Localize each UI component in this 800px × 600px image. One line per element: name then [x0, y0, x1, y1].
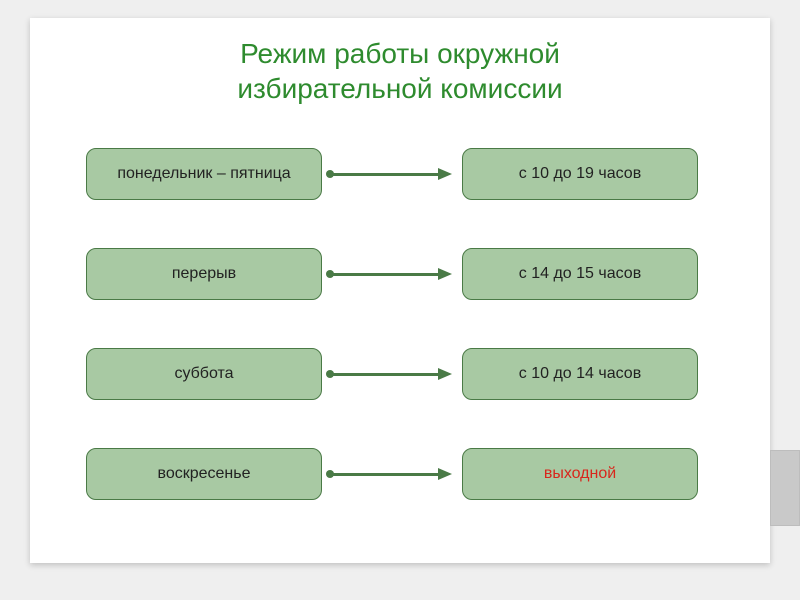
day-box: понедельник – пятница [86, 148, 322, 200]
title-line-2: избирательной комиссии [237, 73, 562, 104]
hours-box: выходной [462, 448, 698, 500]
slide-title: Режим работы окружной избирательной коми… [30, 18, 770, 106]
day-label: воскресенье [158, 465, 251, 483]
hours-box: с 10 до 19 часов [462, 148, 698, 200]
schedule-rows: понедельник – пятница с 10 до 19 часов п… [30, 148, 770, 548]
day-box: суббота [86, 348, 322, 400]
hours-label: с 10 до 14 часов [519, 365, 641, 383]
schedule-row: понедельник – пятница с 10 до 19 часов [30, 148, 770, 204]
day-label: перерыв [172, 265, 236, 283]
schedule-row: воскресенье выходной [30, 448, 770, 504]
day-label: понедельник – пятница [117, 165, 290, 183]
schedule-row: перерыв с 14 до 15 часов [30, 248, 770, 304]
day-box: перерыв [86, 248, 322, 300]
day-label: суббота [174, 365, 233, 383]
hours-box: с 10 до 14 часов [462, 348, 698, 400]
hours-label: с 10 до 19 часов [519, 165, 641, 183]
hours-label: выходной [544, 465, 616, 483]
hours-label: с 14 до 15 часов [519, 265, 641, 283]
schedule-row: суббота с 10 до 14 часов [30, 348, 770, 404]
title-line-1: Режим работы окружной [240, 38, 560, 69]
hours-box: с 14 до 15 часов [462, 248, 698, 300]
side-tab [770, 450, 800, 526]
slide: Режим работы окружной избирательной коми… [30, 18, 770, 563]
day-box: воскресенье [86, 448, 322, 500]
